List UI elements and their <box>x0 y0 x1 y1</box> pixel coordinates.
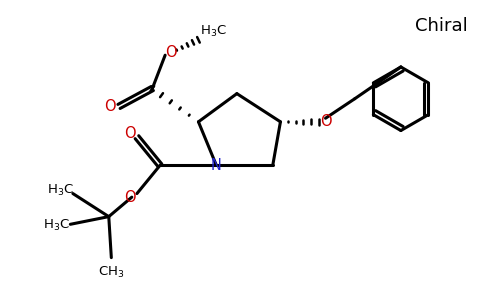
Text: H$_3$C: H$_3$C <box>200 24 227 39</box>
Text: O: O <box>166 45 177 60</box>
Text: H$_3$C: H$_3$C <box>43 218 70 233</box>
Text: O: O <box>124 126 136 141</box>
Text: O: O <box>124 190 136 205</box>
Text: O: O <box>320 114 332 129</box>
Text: O: O <box>104 99 116 114</box>
Text: CH$_3$: CH$_3$ <box>98 264 124 280</box>
Text: H$_3$C: H$_3$C <box>46 182 74 197</box>
Text: N: N <box>211 158 222 173</box>
Text: Chiral: Chiral <box>415 17 468 35</box>
